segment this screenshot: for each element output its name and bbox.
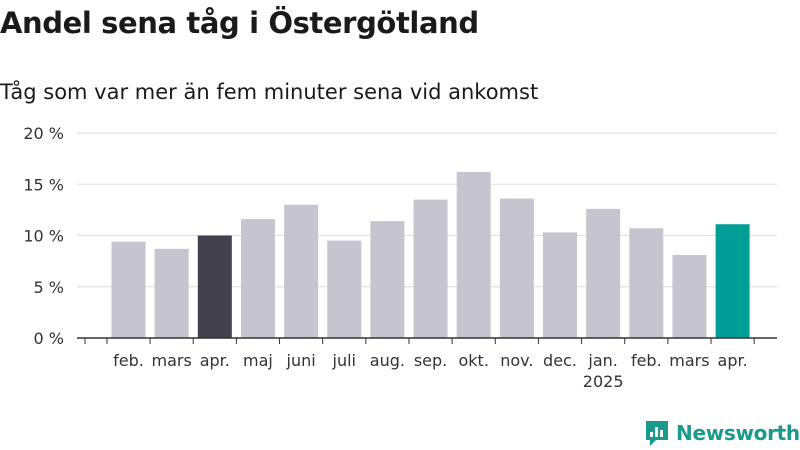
- x-tick-label: dec.: [543, 351, 577, 370]
- x-tick-label: apr.: [718, 351, 748, 370]
- bar: [499, 198, 534, 338]
- bar: [284, 204, 319, 338]
- x-tick-label: feb.: [631, 351, 662, 370]
- x-tick-label: maj: [243, 351, 273, 370]
- bar: [240, 219, 275, 338]
- bar: [370, 221, 405, 338]
- y-tick-label: 5 %: [34, 278, 64, 297]
- bar: [456, 171, 491, 338]
- bar: [586, 208, 621, 338]
- chart-title: Andel sena tåg i Östergötland: [0, 6, 479, 40]
- x-tick-label: nov.: [500, 351, 533, 370]
- bar: [715, 224, 750, 338]
- x-tick-label: mars: [669, 351, 709, 370]
- bar: [327, 240, 362, 338]
- newsworthy-logo-icon: [646, 421, 668, 446]
- x-tick-label: feb.: [113, 351, 144, 370]
- x-tick-sublabel: 2025: [583, 372, 624, 391]
- bar: [197, 235, 232, 338]
- x-tick-label: sep.: [414, 351, 447, 370]
- chart-subtitle: Tåg som var mer än fem minuter sena vid …: [0, 80, 539, 104]
- y-tick-label: 20 %: [23, 124, 64, 143]
- x-tick-label: juli: [332, 351, 356, 370]
- bar: [629, 228, 664, 338]
- x-tick-label: aug.: [370, 351, 405, 370]
- bar: [543, 232, 577, 338]
- x-tick-label: mars: [151, 351, 191, 370]
- y-tick-label: 15 %: [23, 175, 64, 194]
- newsworthy-logo-text: Newsworthy: [676, 421, 800, 445]
- bar: [413, 199, 448, 338]
- x-tick-label: apr.: [200, 351, 230, 370]
- x-tick-label: jan.: [587, 351, 617, 370]
- bar: [111, 241, 146, 338]
- bar: [154, 248, 189, 338]
- x-tick-label: juni: [286, 351, 316, 370]
- x-tick-label: okt.: [458, 351, 488, 370]
- newsworthy-logo: Newsworthy: [644, 418, 800, 448]
- bar: [672, 254, 707, 338]
- y-tick-label: 0 %: [34, 329, 64, 348]
- y-tick-label: 10 %: [23, 227, 64, 246]
